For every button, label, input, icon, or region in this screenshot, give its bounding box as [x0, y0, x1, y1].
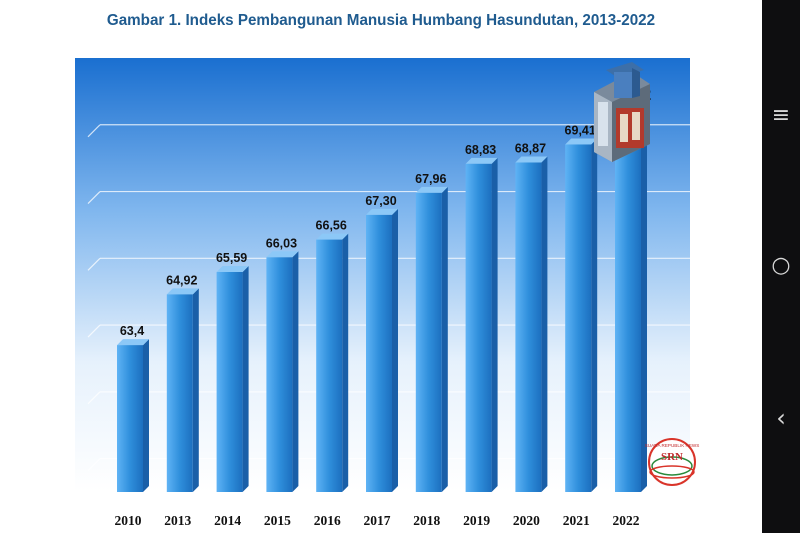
back-icon[interactable]: ‹ [776, 404, 786, 432]
srn-logo-abbr: SRN [661, 451, 683, 463]
gridline-side [87, 124, 101, 138]
gridline-side [87, 391, 101, 405]
bar-2010 [117, 339, 149, 492]
bar-front [117, 345, 143, 492]
data-label: 69,41 [565, 123, 596, 137]
bar-side [242, 265, 249, 492]
bar-side [292, 251, 299, 492]
chart-title: Gambar 1. Indeks Pembangunan Manusia Hum… [106, 12, 656, 29]
bar-side [641, 108, 647, 492]
data-label: 67,96 [415, 172, 446, 186]
data-label: 64,92 [166, 273, 197, 287]
bar-side [392, 208, 398, 492]
bar-side [192, 288, 199, 492]
bar-top [117, 339, 149, 346]
bar-front [565, 144, 592, 492]
bar-front [515, 162, 542, 493]
data-label: 65,59 [216, 251, 247, 265]
data-label: 66,03 [266, 236, 297, 250]
data-label: 67,30 [365, 194, 396, 208]
x-tick-label: 2016 [314, 513, 341, 528]
x-tick-label: 2019 [463, 513, 490, 528]
bar-side [441, 186, 448, 492]
bar-front [615, 114, 641, 492]
bar-front [316, 239, 343, 492]
data-label: 68,87 [515, 141, 546, 155]
x-tick-label: 2014 [214, 513, 241, 528]
bar-2022 [615, 108, 647, 492]
menu-icon[interactable]: ≡ [771, 102, 791, 128]
bar-side [591, 138, 598, 492]
data-label: 66,56 [316, 219, 347, 233]
bar-side [342, 233, 349, 492]
bar-top [266, 251, 299, 258]
building-icon [594, 62, 650, 162]
bar-2017 [366, 208, 398, 492]
bar-2014 [216, 265, 249, 492]
x-tick-label: 2020 [513, 513, 540, 528]
bar-top [465, 157, 498, 164]
bar-top [366, 208, 398, 215]
x-tick-label: 2018 [413, 513, 440, 528]
bar-side [541, 156, 548, 493]
srn-logo-text: SUARA REPUBLIK NEWS [645, 443, 700, 448]
bar-2016 [316, 233, 349, 492]
system-navigation-bar: ≡ ○ ‹ [762, 0, 800, 533]
bar-front [366, 214, 392, 492]
bar-top [166, 288, 199, 295]
gridline-side [87, 191, 101, 204]
bar-2019 [465, 157, 498, 492]
bar-front [465, 163, 492, 492]
x-tick-label: 2010 [115, 513, 142, 528]
bar-2015 [266, 251, 299, 492]
bar-2013 [166, 288, 199, 492]
bar-top [316, 233, 349, 240]
bar-2021 [565, 138, 598, 492]
bar-top [565, 138, 598, 145]
x-tick-label: 2022 [613, 513, 640, 528]
bar-2018 [415, 186, 448, 492]
bar-2020 [515, 156, 548, 493]
bar-front [415, 192, 442, 492]
bar-front [266, 257, 293, 492]
bar-front [216, 271, 243, 492]
bar-side [491, 157, 498, 492]
home-icon[interactable]: ○ [771, 252, 791, 278]
bar-chart: 63,4 64,92 65,59 66,03 66,56 67,30 67,96 68,83 6… [75, 58, 700, 528]
x-tick-label: 2017 [364, 513, 391, 528]
gridline-side [87, 458, 101, 472]
x-tick-label: 2015 [264, 513, 291, 528]
bar-front [166, 294, 193, 492]
srn-logo: SRN SUARA REPUBLIK NEWS [645, 438, 700, 486]
gridline-side [87, 324, 101, 338]
x-tick-label: 2013 [164, 513, 191, 528]
bar-top [515, 156, 548, 163]
gridline-side [87, 257, 101, 271]
bar-top [415, 186, 448, 193]
data-label: 63,4 [120, 324, 144, 338]
bar-side [143, 339, 149, 492]
bar-top [216, 265, 249, 272]
x-tick-label: 2021 [563, 513, 590, 528]
data-label: 68,83 [465, 143, 496, 157]
